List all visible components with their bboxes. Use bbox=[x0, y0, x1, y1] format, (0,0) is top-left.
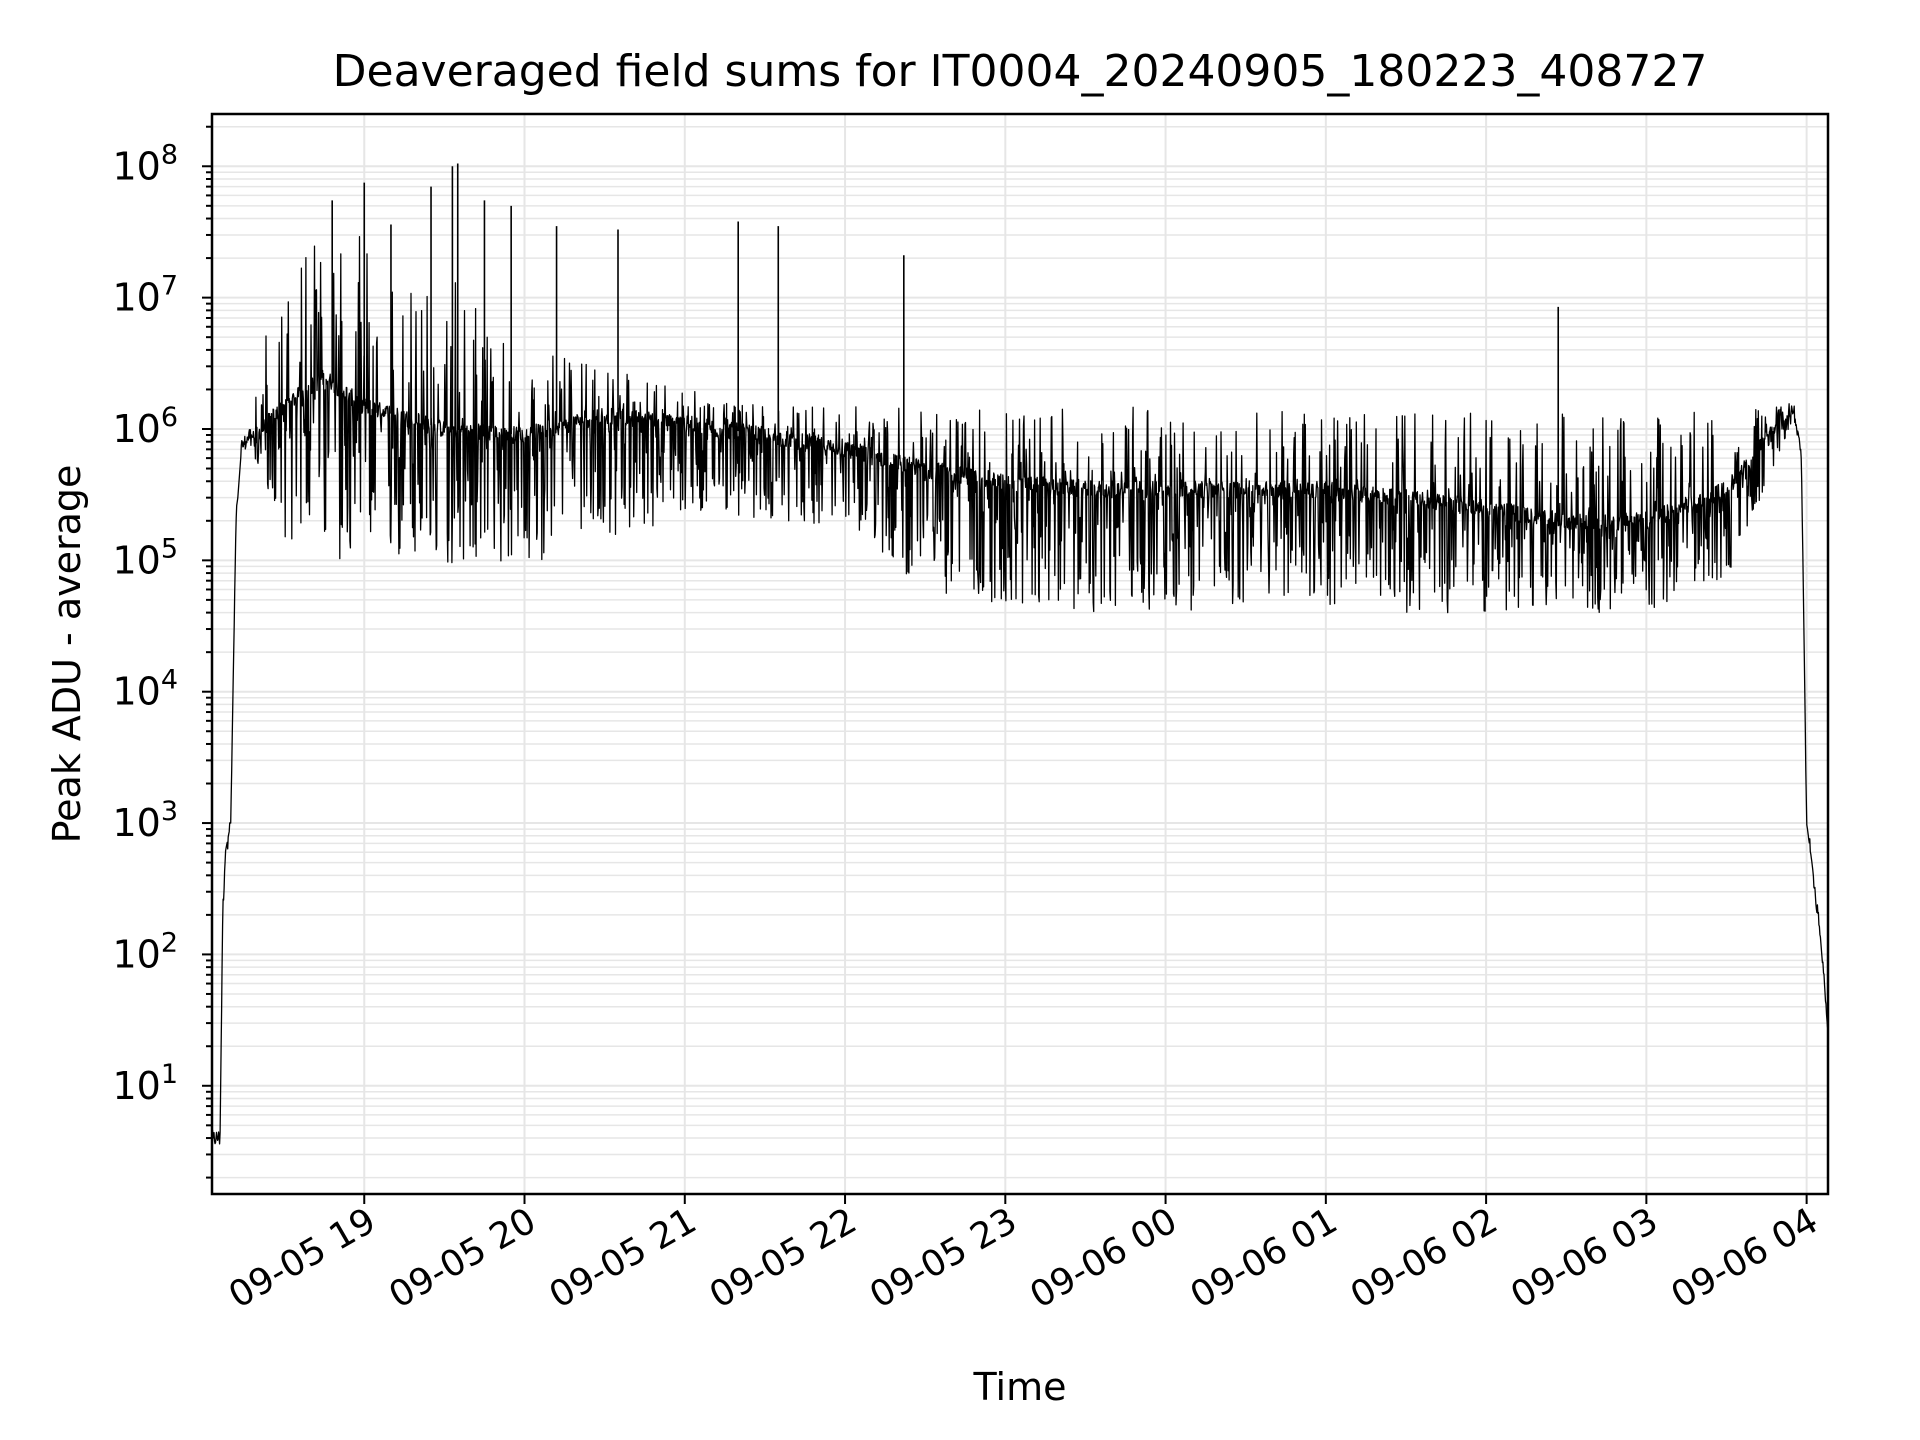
y-axis-label: Peak ADU - average bbox=[45, 465, 89, 844]
y-tick-label: 107 bbox=[112, 271, 178, 320]
plot-frame bbox=[210, 112, 1830, 1196]
y-tick-label: 105 bbox=[112, 533, 178, 582]
y-tick-label: 101 bbox=[112, 1059, 178, 1108]
y-tick-label: 103 bbox=[112, 796, 178, 845]
x-tick-label: 09-05 22 bbox=[703, 1200, 864, 1316]
grid-lines bbox=[212, 114, 1828, 1194]
y-tick-label: 108 bbox=[112, 139, 178, 188]
x-tick-label: 09-06 01 bbox=[1184, 1200, 1345, 1316]
series-line-layer bbox=[211, 235, 1829, 1145]
x-tick-label: 09-06 02 bbox=[1344, 1200, 1505, 1316]
x-axis-ticks: 09-05 19 09-05 20 09-05 21 09-05 22 09-05 23… bbox=[222, 1194, 1825, 1317]
x-axis-label: Time bbox=[973, 1365, 1067, 1409]
y-axis-ticks: 101 102 103 104 105 106 107 108 bbox=[112, 125, 212, 1179]
x-tick-label: 09-06 04 bbox=[1664, 1200, 1825, 1316]
chart-title: Deaveraged field sums for IT0004_2024090… bbox=[333, 46, 1708, 97]
x-tick-label: 09-05 20 bbox=[382, 1200, 543, 1316]
y-tick-label: 106 bbox=[112, 402, 178, 451]
x-tick-label: 09-06 00 bbox=[1023, 1200, 1184, 1316]
x-tick-label: 09-06 03 bbox=[1504, 1200, 1665, 1316]
y-tick-label: 104 bbox=[112, 665, 178, 714]
series-line bbox=[211, 235, 1829, 1145]
x-tick-label: 09-05 23 bbox=[863, 1200, 1024, 1316]
y-tick-label: 102 bbox=[112, 927, 178, 976]
x-tick-label: 09-05 19 bbox=[222, 1200, 383, 1316]
x-tick-label: 09-05 21 bbox=[543, 1200, 704, 1316]
